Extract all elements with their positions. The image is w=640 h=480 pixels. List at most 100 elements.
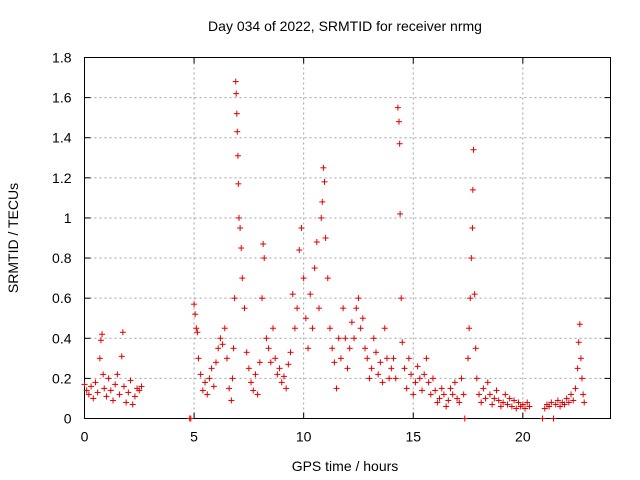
data-point: [419, 387, 426, 394]
x-tick-label: 5: [190, 429, 198, 445]
data-point: [506, 395, 513, 402]
data-point: [217, 335, 224, 342]
data-point: [351, 335, 358, 342]
data-point: [131, 393, 138, 400]
data-point: [484, 379, 491, 386]
data-point: [456, 399, 463, 406]
data-point: [408, 371, 415, 378]
data-point: [342, 335, 349, 342]
data-point: [99, 331, 106, 338]
data-point: [85, 391, 92, 398]
data-point: [208, 365, 215, 372]
data-point: [192, 311, 199, 318]
data-point: [546, 403, 553, 410]
data-point: [324, 275, 331, 282]
data-point: [359, 315, 366, 322]
data-point: [199, 387, 206, 394]
data-point: [480, 385, 487, 392]
x-tick-label: 15: [405, 429, 421, 445]
data-point: [195, 355, 202, 362]
data-point: [101, 385, 108, 392]
data-point: [269, 325, 276, 332]
data-point: [421, 371, 428, 378]
data-point: [136, 387, 143, 394]
data-point: [478, 399, 485, 406]
data-point: [230, 345, 237, 352]
data-point: [88, 383, 95, 390]
plot-frame: [84, 57, 611, 419]
data-point: [497, 403, 504, 410]
data-point: [267, 359, 274, 366]
data-point: [90, 395, 97, 402]
data-point: [576, 321, 583, 328]
data-point: [322, 235, 329, 241]
data-point: [495, 397, 502, 404]
data-point: [223, 355, 230, 362]
data-point: [381, 325, 388, 332]
data-point: [379, 379, 386, 386]
data-point: [461, 415, 468, 422]
data-point: [405, 355, 412, 362]
data-point: [219, 341, 226, 348]
data-point: [399, 339, 406, 346]
data-point: [294, 305, 301, 312]
data-point: [235, 180, 242, 187]
data-point: [396, 118, 403, 125]
data-point: [311, 265, 318, 272]
data-point: [429, 375, 436, 382]
chart-title: Day 034 of 2022, SRMTID for receiver nrm…: [208, 18, 482, 34]
data-point: [340, 305, 347, 312]
data-point: [274, 371, 281, 378]
data-point: [491, 395, 498, 402]
data-point: [210, 383, 217, 390]
data-point: [127, 377, 134, 384]
data-point: [541, 405, 548, 412]
x-tick-label: 0: [81, 429, 89, 445]
data-point: [187, 415, 194, 422]
data-point: [410, 391, 417, 398]
data-point: [489, 401, 496, 408]
data-point: [524, 399, 531, 406]
axis-ticks: [84, 57, 611, 419]
data-point: [370, 335, 377, 342]
data-point: [331, 359, 338, 366]
data-point: [355, 295, 362, 302]
data-point: [118, 353, 125, 360]
data-point: [236, 214, 243, 221]
data-point: [320, 164, 327, 171]
data-point: [326, 325, 333, 332]
data-point: [193, 325, 200, 332]
y-tick-label: 0: [64, 411, 72, 427]
data-point: [276, 365, 283, 372]
data-point: [204, 391, 211, 398]
data-point: [548, 399, 555, 406]
data-point: [403, 385, 410, 392]
data-point: [321, 178, 328, 185]
data-point: [362, 345, 369, 352]
data-point: [300, 275, 307, 282]
data-point: [396, 140, 403, 147]
data-point: [125, 389, 132, 396]
data-point: [138, 383, 145, 390]
data-point: [427, 391, 434, 398]
data-point: [353, 305, 360, 312]
data-point: [377, 359, 384, 366]
data-point: [296, 247, 303, 254]
data-point: [333, 385, 340, 392]
data-point: [305, 345, 312, 352]
data-point: [313, 239, 320, 246]
data-point: [129, 401, 136, 408]
data-point: [557, 403, 564, 410]
data-point: [434, 399, 441, 406]
data-point: [319, 198, 326, 205]
data-point: [245, 365, 252, 372]
data-point: [248, 379, 255, 386]
data-point: [302, 315, 309, 322]
data-point: [476, 391, 482, 398]
data-point: [229, 375, 236, 382]
data-point: [561, 401, 568, 408]
data-point: [392, 375, 399, 382]
data-point: [344, 365, 351, 372]
data-point: [513, 405, 520, 412]
